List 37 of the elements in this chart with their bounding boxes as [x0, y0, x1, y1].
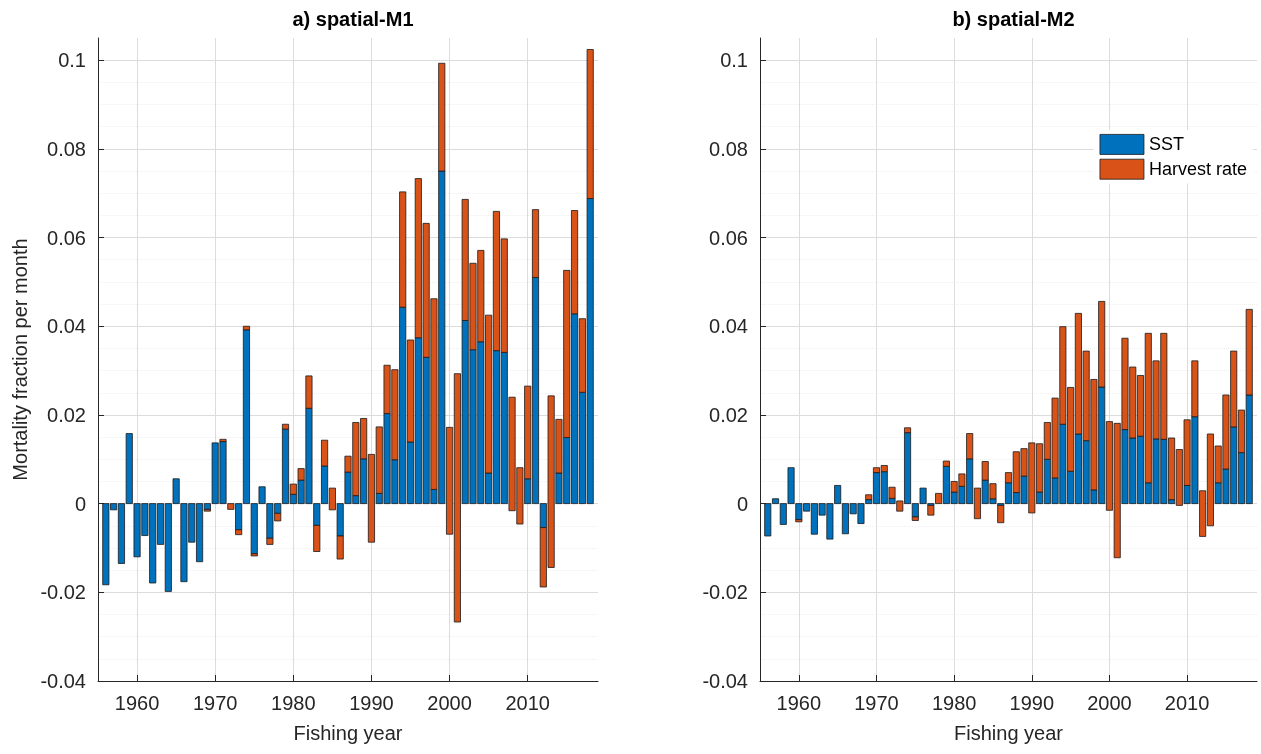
x-tick-label: 1990: [349, 692, 394, 714]
x-tick-label: 1990: [1009, 692, 1055, 714]
x-tick-label: 1970: [854, 692, 899, 714]
y-tick-label: 0: [736, 492, 748, 515]
x-axis-title: Fishing year: [293, 722, 403, 744]
bar: [997, 504, 1005, 524]
y-tick-label: 0.02: [47, 403, 86, 426]
x-tick-label: 1960: [776, 692, 822, 714]
x-tick-label: 1970: [192, 692, 238, 714]
x-tick-label: 2010: [1164, 692, 1210, 714]
x-tick-label: 2000: [1087, 692, 1132, 714]
y-tick-label: -0.04: [40, 670, 86, 692]
y-tick-label: 0.08: [709, 137, 748, 160]
y-axis-title: Mortality fraction per month: [8, 238, 31, 481]
x-tick-label: 2010: [505, 692, 550, 714]
chart-title: a) spatial-M1: [292, 8, 414, 30]
y-tick-label: -0.02: [40, 581, 86, 604]
y-tick-label: 0.1: [58, 49, 86, 72]
y-tick-label: 0.04: [709, 315, 748, 338]
y-tick-label: 0.1: [720, 49, 748, 72]
y-tick-label: 0.04: [47, 315, 86, 338]
y-tick-label: 0.02: [709, 403, 748, 426]
x-axis-title: Fishing year: [954, 722, 1064, 744]
x-tick-label: 1960: [114, 692, 160, 714]
y-tick-label: -0.04: [702, 670, 748, 692]
y-tick-label: -0.02: [702, 581, 748, 604]
y-tick-label: 0.06: [709, 226, 748, 249]
legend-label: Harvest rate: [1148, 159, 1248, 180]
y-tick-label: 0: [74, 492, 86, 515]
y-tick-label: 0.08: [47, 137, 86, 160]
x-tick-label: 1980: [931, 692, 977, 714]
x-tick-label: 1980: [271, 692, 316, 714]
x-tick-label: 2000: [427, 692, 472, 714]
bar: [927, 504, 935, 516]
y-tick-label: 0.06: [47, 226, 86, 249]
chart-title: b) spatial-M2: [952, 8, 1075, 30]
legend-label: SST: [1148, 134, 1184, 155]
